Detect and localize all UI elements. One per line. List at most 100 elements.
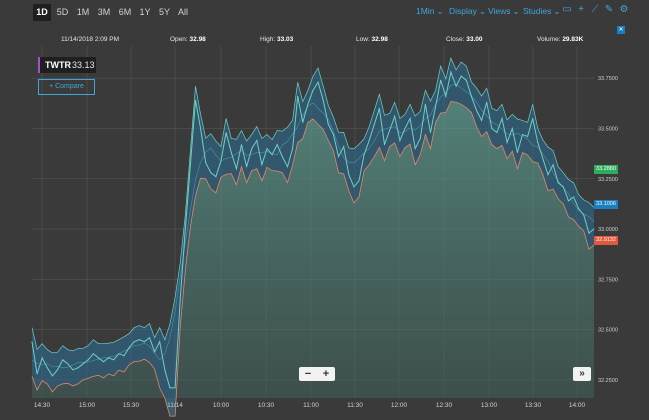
price-point xyxy=(230,152,232,154)
price-point xyxy=(266,148,268,150)
price-point xyxy=(220,160,222,162)
draw-icon[interactable]: ⟋ xyxy=(591,4,599,15)
y-tick-label: 32.7500 xyxy=(598,277,618,283)
price-point xyxy=(302,121,304,123)
interval-menu[interactable]: 1Min ⌄ xyxy=(416,6,444,16)
range-button-3m[interactable]: 3M xyxy=(97,7,111,17)
range-button-all[interactable]: All xyxy=(177,7,188,17)
price-point xyxy=(276,144,278,146)
price-point xyxy=(588,232,590,234)
y-tick-label: 33.0000 xyxy=(598,227,618,233)
price-point xyxy=(195,99,196,101)
add-icon[interactable]: + xyxy=(578,4,584,15)
price-point xyxy=(394,115,396,117)
x-tick-label: 10:30 xyxy=(258,402,275,409)
price-point xyxy=(327,123,329,125)
price-point xyxy=(179,298,181,300)
price-point xyxy=(159,341,161,343)
price-point xyxy=(123,355,125,357)
price-point xyxy=(108,357,110,359)
studies-menu[interactable]: Studies ⌄ xyxy=(523,6,561,16)
price-point xyxy=(225,132,227,133)
price-point xyxy=(450,71,452,73)
price-point xyxy=(363,154,365,156)
band-fill xyxy=(32,58,594,417)
price-point xyxy=(338,156,339,158)
price-point xyxy=(547,174,549,176)
settings-icon[interactable]: ⚙ xyxy=(619,4,629,15)
price-point xyxy=(522,134,523,135)
price-point xyxy=(113,359,115,361)
close-icon[interactable]: ✕ xyxy=(617,26,625,34)
price-point xyxy=(527,136,529,137)
x-tick-label: 11/14 xyxy=(167,402,183,409)
upper-band-price-tag: 33.2880 xyxy=(594,165,618,174)
price-point xyxy=(481,119,483,121)
price-point xyxy=(51,375,53,377)
zoom-out-button[interactable]: − xyxy=(304,368,312,380)
range-button-5d[interactable]: 5D xyxy=(56,7,69,17)
price-point xyxy=(92,353,94,355)
price-point xyxy=(36,373,38,375)
price-point xyxy=(312,89,314,91)
range-button-6m[interactable]: 6M xyxy=(118,7,132,17)
price-point xyxy=(67,363,69,365)
y-tick-label: 33.5000 xyxy=(598,126,618,132)
range-button-1d[interactable]: 1D xyxy=(33,4,51,21)
lower-band-line xyxy=(31,101,595,417)
range-button-5y[interactable]: 5Y xyxy=(158,7,170,17)
display-menu[interactable]: Display ⌄ xyxy=(449,6,486,16)
price-point xyxy=(143,341,145,343)
range-button-1y[interactable]: 1Y xyxy=(139,7,151,17)
info-datetime: 11/14/2018 2:09 PM xyxy=(61,36,120,43)
price-point xyxy=(118,353,120,355)
price-point xyxy=(205,162,207,164)
price-point xyxy=(476,109,477,111)
y-tick-label: 32.2500 xyxy=(598,378,618,384)
comment-icon[interactable]: ▭ xyxy=(562,4,572,15)
price-point xyxy=(455,85,457,87)
compare-button[interactable]: + Compare xyxy=(38,79,95,95)
price-point xyxy=(496,132,498,133)
price-point xyxy=(384,144,385,146)
price-point xyxy=(261,164,263,166)
chart-plot-area xyxy=(31,57,595,417)
price-point xyxy=(353,186,355,188)
pencil-icon[interactable]: ✎ xyxy=(604,4,614,15)
info-low: Low: 32.98 xyxy=(356,36,388,43)
price-point xyxy=(583,214,585,216)
views-menu[interactable]: Views ⌄ xyxy=(488,6,520,16)
price-point xyxy=(501,117,503,119)
price-point xyxy=(568,200,569,202)
upper-band-line xyxy=(31,57,595,354)
x-tick-label: 11:00 xyxy=(303,402,319,409)
price-point xyxy=(562,186,564,188)
price-point xyxy=(97,357,99,359)
price-point xyxy=(414,148,416,150)
price-point xyxy=(128,347,130,349)
price-point xyxy=(552,164,554,166)
range-button-1m[interactable]: 1M xyxy=(76,7,90,17)
price-point xyxy=(486,101,488,103)
price-point xyxy=(460,75,462,77)
price-point xyxy=(246,166,248,168)
fast-forward-button[interactable]: » xyxy=(573,367,591,381)
price-point xyxy=(511,128,513,129)
price-point xyxy=(573,196,575,198)
zoom-control: − + xyxy=(299,367,335,381)
price-point xyxy=(557,182,559,184)
price-point xyxy=(322,99,324,101)
zoom-in-button[interactable]: + xyxy=(322,368,330,380)
y-tick-label: 33.2500 xyxy=(598,177,618,183)
current-price-tag: 33.1006 xyxy=(594,200,618,209)
price-point xyxy=(430,132,431,133)
price-point xyxy=(169,387,171,389)
y-axis: 33.7500 33.5000 33.2500 33.0000 32.7500 32.50… xyxy=(598,76,618,384)
price-point xyxy=(256,140,258,141)
price-point xyxy=(358,180,360,182)
price-point xyxy=(516,152,518,154)
info-high: High: 33.03 xyxy=(260,36,294,43)
price-point xyxy=(200,128,202,129)
x-tick-label: 11:30 xyxy=(347,402,363,409)
